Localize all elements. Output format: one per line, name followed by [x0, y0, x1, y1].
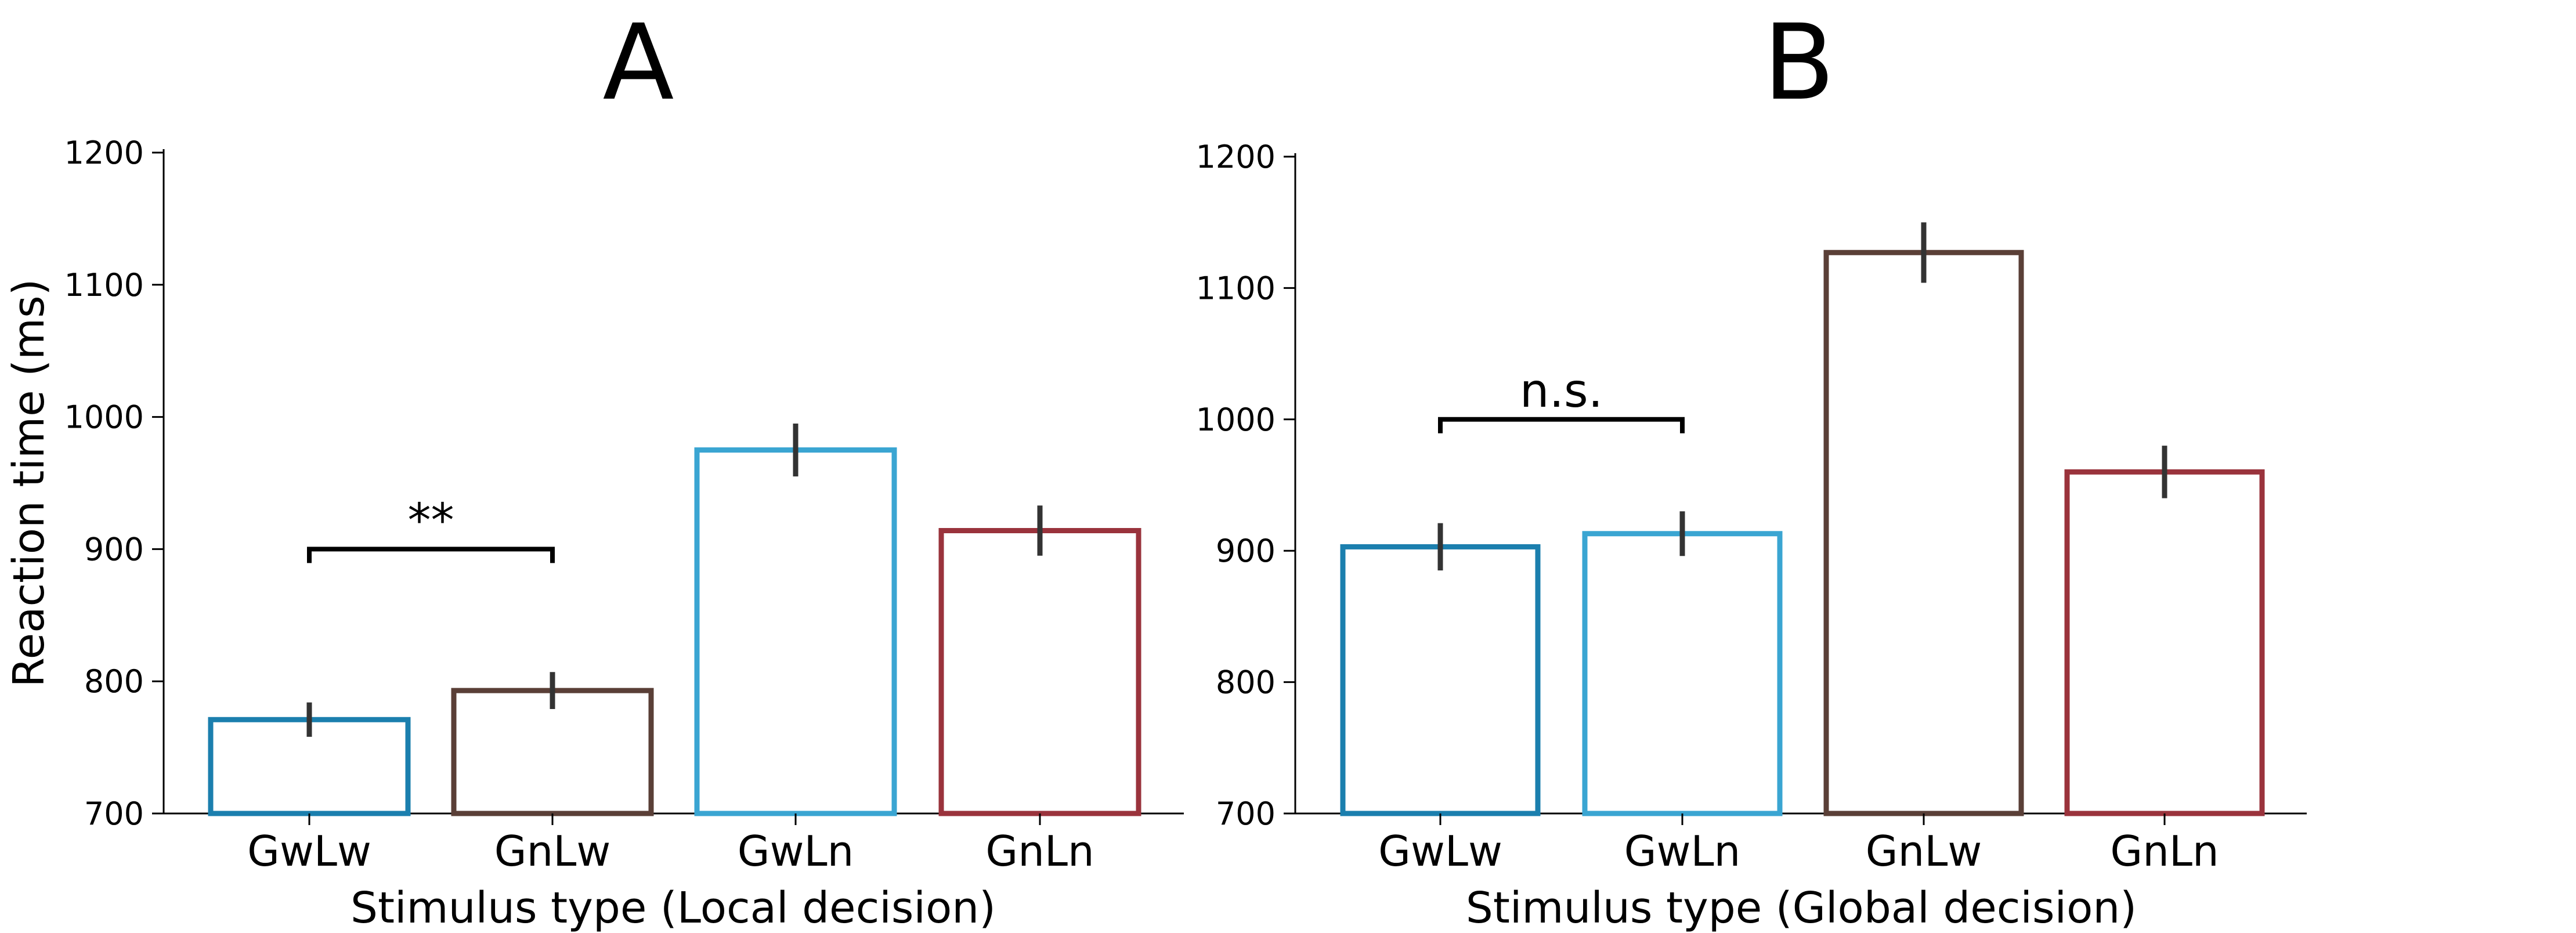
bar-gwln — [694, 447, 897, 816]
y-tick-label: 700 — [84, 795, 144, 832]
panel-letter: A — [602, 2, 674, 124]
y-tick-label: 1100 — [64, 267, 144, 303]
bar-gnln — [938, 528, 1141, 816]
panel-letter: B — [1763, 2, 1835, 124]
y-tick-label: 700 — [1216, 795, 1276, 832]
y-tick-label: 800 — [1216, 664, 1276, 701]
y-tick-label: 1000 — [64, 399, 144, 436]
x-tick-label: GwLw — [247, 827, 371, 876]
x-axis-label: Stimulus type (Local decision) — [351, 883, 996, 933]
y-tick-label: 1200 — [64, 135, 144, 171]
y-axis-label: Reaction time (ms) — [4, 279, 54, 687]
panel-a: A 700 800 900 1000 1100 1200 GwLw GnLw GwLn GnLn **… — [4, 2, 1184, 933]
x-tick-label: GnLw — [1866, 827, 1982, 876]
x-tick-label: GnLn — [2110, 827, 2219, 876]
panel-b: B 700 800 900 1000 1100 1200 GwLw GwLn GnLw GnLn n.… — [1196, 2, 2307, 933]
x-tick-label: GwLw — [1378, 827, 1502, 876]
y-tick-label: 900 — [1216, 533, 1276, 569]
y-tick-label: 800 — [84, 663, 144, 700]
y-tick-label: 1100 — [1196, 270, 1276, 306]
bar-gwln — [1582, 531, 1783, 816]
y-tick-label: 900 — [84, 531, 144, 567]
y-tick-label: 1000 — [1196, 402, 1276, 438]
y-tick-label: 1200 — [1196, 139, 1276, 175]
x-tick-label: GwLn — [1624, 827, 1740, 876]
x-axis-label: Stimulus type (Global decision) — [1466, 883, 2137, 933]
x-tick-label: GnLw — [494, 827, 610, 876]
bar-gwlw — [1340, 544, 1541, 816]
bar-gnlw — [1823, 249, 2024, 816]
x-tick-label: GnLn — [985, 827, 1094, 876]
significance-label: ** — [408, 493, 454, 547]
bar-gnln — [2064, 469, 2265, 816]
significance-bracket — [1438, 417, 1685, 433]
x-tick-label: GwLn — [738, 827, 854, 876]
significance-bracket — [307, 547, 555, 563]
significance-label: n.s. — [1520, 364, 1603, 418]
